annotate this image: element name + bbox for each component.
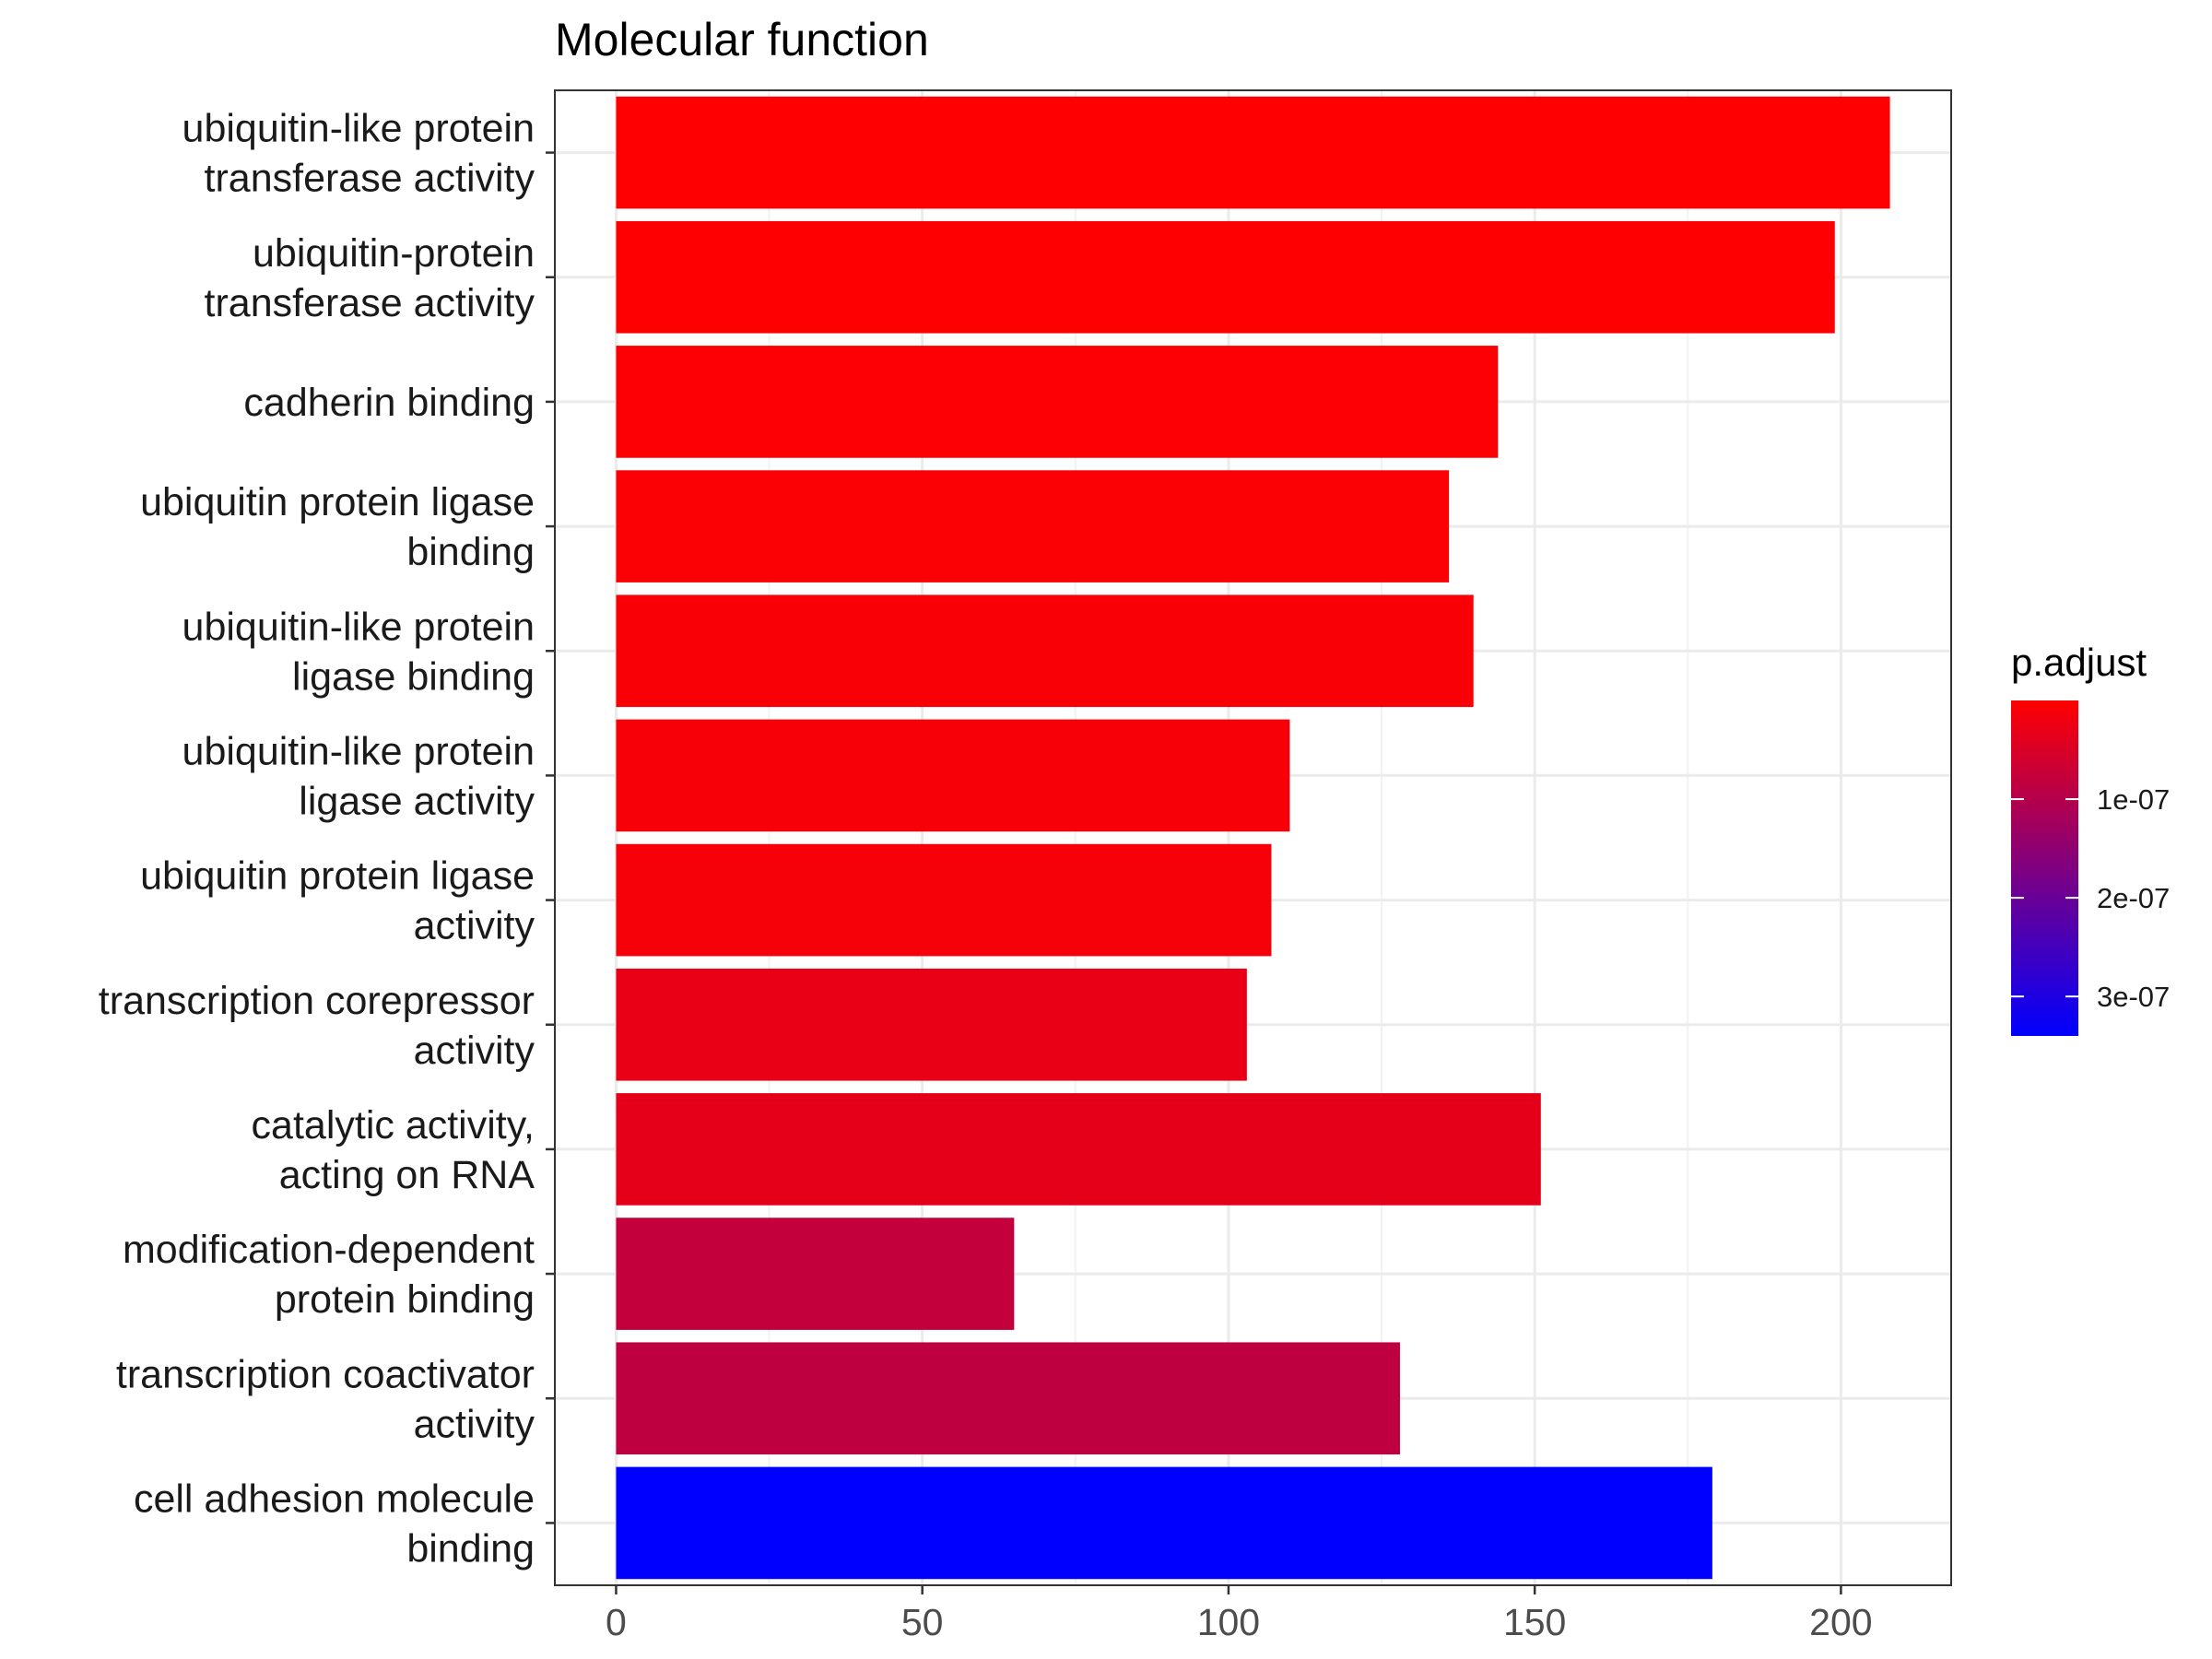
bar xyxy=(616,1093,1541,1206)
bar xyxy=(616,1218,1015,1330)
legend-colorbar xyxy=(2011,700,2078,1036)
category-label: transcription corepressor activity xyxy=(99,979,535,1073)
chart-title: Molecular function xyxy=(555,14,929,65)
x-tick-label: 0 xyxy=(606,1601,627,1643)
category-label-line: ligase activity xyxy=(299,779,535,823)
x-tick-label: 100 xyxy=(1197,1601,1260,1643)
bar xyxy=(616,594,1474,708)
color-legend: p.adjust 1e-07 2e-07 3e-07 xyxy=(2011,641,2170,1036)
category-label: ubiquitin protein ligase binding xyxy=(140,480,535,574)
category-label: modification-dependent protein binding xyxy=(123,1228,535,1322)
category-label-line: transcription coactivator xyxy=(116,1352,535,1396)
x-axis: 0 50 100 150 200 xyxy=(606,1585,1873,1643)
legend-tick-label: 2e-07 xyxy=(2097,882,2170,914)
category-label: ubiquitin-like protein transferase activi… xyxy=(182,107,535,201)
category-label-line: acting on RNA xyxy=(279,1153,535,1197)
category-label-line: ligase binding xyxy=(292,654,535,699)
legend-tick-label: 1e-07 xyxy=(2097,783,2170,816)
category-label: transcription coactivator activity xyxy=(116,1352,535,1446)
category-label-line: cell adhesion molecule xyxy=(134,1477,535,1521)
bar xyxy=(616,843,1272,957)
category-label: cell adhesion molecule binding xyxy=(134,1477,535,1571)
category-label-line: transferase activity xyxy=(205,281,535,325)
y-axis: ubiquitin-like protein transferase activi… xyxy=(99,107,555,1571)
category-label: ubiquitin-like protein ligase binding xyxy=(182,605,535,699)
category-label-line: ubiquitin-protein xyxy=(253,231,535,276)
bar xyxy=(616,968,1247,1081)
bar xyxy=(616,470,1450,582)
bar xyxy=(616,96,1890,209)
plot-panel-border xyxy=(554,89,1952,1586)
category-label-line: ubiquitin-like protein xyxy=(182,107,535,151)
category-label-line: ubiquitin-like protein xyxy=(182,605,535,649)
category-label-line: cadherin binding xyxy=(243,381,535,425)
x-tick-label: 200 xyxy=(1809,1601,1872,1643)
category-label-line: activity xyxy=(414,1029,535,1073)
x-tick-label: 50 xyxy=(901,1601,944,1643)
category-label: cadherin binding xyxy=(243,381,535,425)
category-label-line: modification-dependent xyxy=(123,1228,535,1272)
category-label: ubiquitin-like protein ligase activity xyxy=(182,729,535,823)
category-label-line: transcription corepressor xyxy=(99,979,535,1023)
category-label: catalytic activity, acting on RNA xyxy=(252,1103,535,1197)
category-label-line: ubiquitin protein ligase xyxy=(140,854,535,899)
legend-title: p.adjust xyxy=(2011,641,2147,684)
bar xyxy=(616,1342,1400,1455)
category-label-line: activity xyxy=(414,904,535,948)
bars xyxy=(616,96,1890,1580)
category-label-line: ubiquitin-like protein xyxy=(182,729,535,773)
category-label-line: binding xyxy=(406,530,535,574)
bar xyxy=(616,346,1499,458)
x-tick-label: 150 xyxy=(1503,1601,1566,1643)
bar xyxy=(616,1466,1712,1580)
category-label: ubiquitin-protein transferase activity xyxy=(205,231,535,325)
bar xyxy=(616,719,1290,832)
bar xyxy=(616,220,1835,334)
category-label-line: binding xyxy=(406,1526,535,1571)
legend-tick-label: 3e-07 xyxy=(2097,981,2170,1013)
category-label-line: ubiquitin protein ligase xyxy=(140,480,535,524)
minor-gridlines xyxy=(768,90,1689,1585)
category-label-line: activity xyxy=(414,1402,535,1446)
category-label-line: protein binding xyxy=(275,1277,535,1322)
category-label-line: catalytic activity, xyxy=(252,1103,535,1147)
category-label: ubiquitin protein ligase activity xyxy=(140,854,535,948)
category-label-line: transferase activity xyxy=(205,157,535,201)
